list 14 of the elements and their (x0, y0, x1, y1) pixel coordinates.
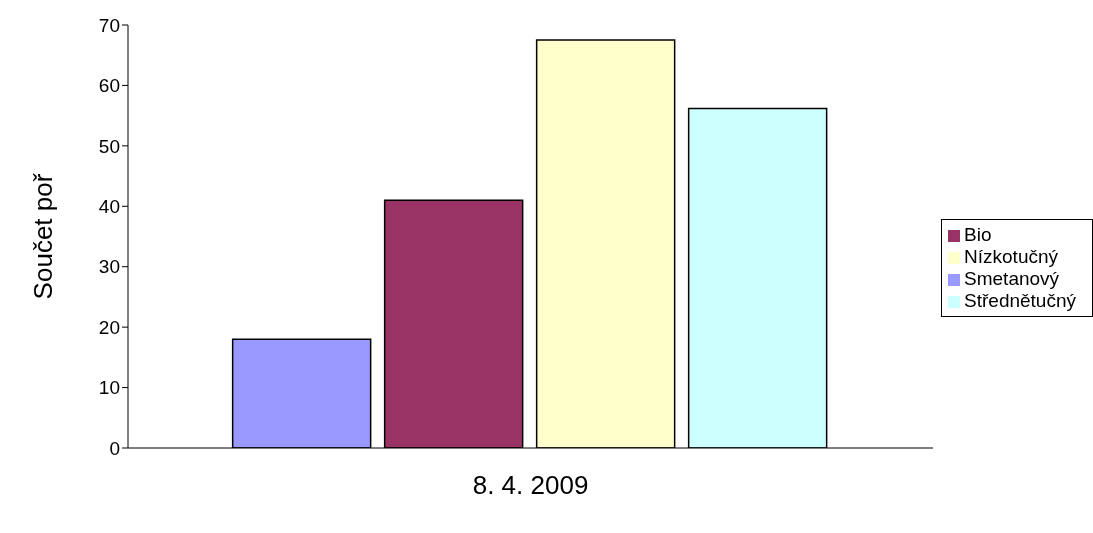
legend-label: Nízkotučný (964, 246, 1059, 267)
y-tick-label: 0 (109, 437, 120, 459)
y-tick-label: 50 (98, 135, 120, 157)
legend-label: Bio (964, 224, 992, 245)
y-axis-title: Součet poř (28, 172, 59, 300)
legend-label: Střednětučný (964, 290, 1076, 311)
y-tick-label: 60 (98, 75, 120, 97)
legend-label: Smetanový (964, 268, 1060, 289)
y-tick-label: 10 (98, 377, 120, 399)
y-tick-label: 30 (98, 256, 120, 278)
x-tick-label: 8. 4. 2009 (472, 470, 589, 501)
y-tick-label: 20 (98, 316, 120, 338)
y-tick-label: 40 (98, 196, 120, 218)
y-tick-label: 70 (98, 14, 120, 36)
